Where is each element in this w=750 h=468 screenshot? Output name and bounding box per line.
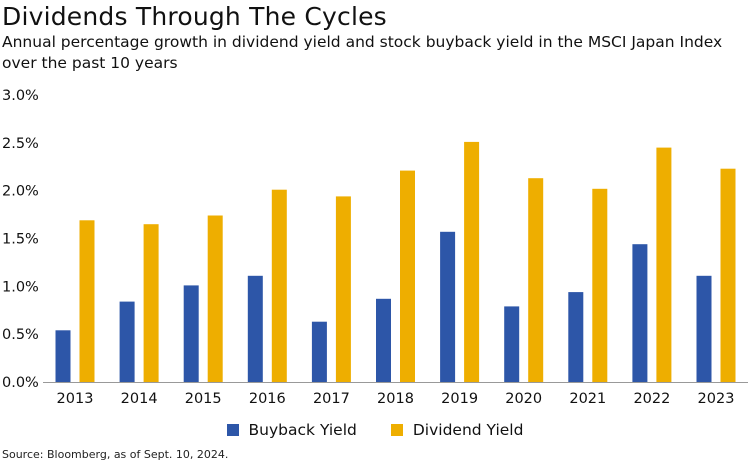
bar-dividend-yield [143, 224, 159, 382]
bar-buyback-yield [568, 292, 584, 382]
legend: Buyback Yield Dividend Yield [0, 421, 750, 439]
x-tick-label: 2015 [185, 391, 222, 407]
source-note: Source: Bloomberg, as of Sept. 10, 2024. [2, 448, 229, 461]
bars-group [55, 141, 736, 382]
legend-item-buyback: Buyback Yield [226, 421, 357, 439]
x-tick-label: 2020 [505, 391, 542, 407]
legend-label-buyback: Buyback Yield [248, 421, 357, 439]
y-tick-label: 2.0% [2, 184, 39, 200]
bar-buyback-yield [247, 275, 263, 382]
bar-buyback-yield [119, 301, 135, 382]
legend-label-dividend: Dividend Yield [412, 421, 524, 439]
y-tick-label: 1.0% [2, 279, 39, 295]
bar-buyback-yield [183, 285, 199, 382]
bar-dividend-yield [271, 189, 287, 382]
bar-chart: 0.0%0.5%1.0%1.5%2.0%2.5%3.0% 2013 2014 201… [2, 88, 748, 407]
legend-swatch-dividend [390, 424, 403, 436]
x-tick-label: 2014 [121, 391, 158, 407]
x-tick-label: 2018 [377, 391, 414, 407]
x-tick-label: 2019 [441, 391, 478, 407]
x-tick-label: 2017 [313, 391, 350, 407]
x-tick-label: 2021 [569, 391, 606, 407]
legend-swatch-buyback [226, 424, 239, 436]
chart-title: Dividends Through The Cycles [2, 2, 387, 31]
legend-item-dividend: Dividend Yield [390, 421, 524, 439]
bar-dividend-yield [720, 168, 736, 382]
y-axis: 0.0% 0.5% 1.0% 1.5% 2.0% 2.5% 3.0% [2, 88, 39, 391]
bar-dividend-yield [528, 178, 544, 382]
bar-buyback-yield [440, 231, 456, 382]
y-tick-label: 1.5% [2, 232, 39, 248]
y-tick-label: 0.5% [2, 327, 39, 343]
bar-buyback-yield [55, 330, 71, 382]
bar-dividend-yield [207, 215, 223, 382]
bar-dividend-yield [400, 170, 415, 382]
x-tick-label: 2016 [249, 391, 286, 407]
x-tick-label: 2022 [633, 391, 670, 407]
x-tick-label: 2013 [57, 391, 94, 407]
y-tick-label: 0.0% [2, 375, 39, 391]
x-tick-label: 2023 [698, 391, 735, 407]
bar-dividend-yield [656, 147, 672, 382]
bar-dividend-yield [592, 188, 608, 382]
chart-subtitle: Annual percentage growth in dividend yie… [2, 33, 723, 72]
bar-buyback-yield [311, 321, 327, 382]
y-tick-label: 3.0% [2, 88, 39, 104]
bar-buyback-yield [632, 244, 648, 382]
y-tick-label: 2.5% [2, 136, 39, 152]
bar-dividend-yield [79, 220, 95, 382]
x-axis: 2013 2014 2015 2016 2017 2018 2019 2020 2021 2022… [57, 391, 735, 407]
bar-dividend-yield [464, 141, 480, 382]
bar-dividend-yield [335, 196, 351, 382]
bar-buyback-yield [504, 306, 520, 382]
bar-buyback-yield [696, 275, 712, 382]
bar-buyback-yield [376, 298, 391, 382]
